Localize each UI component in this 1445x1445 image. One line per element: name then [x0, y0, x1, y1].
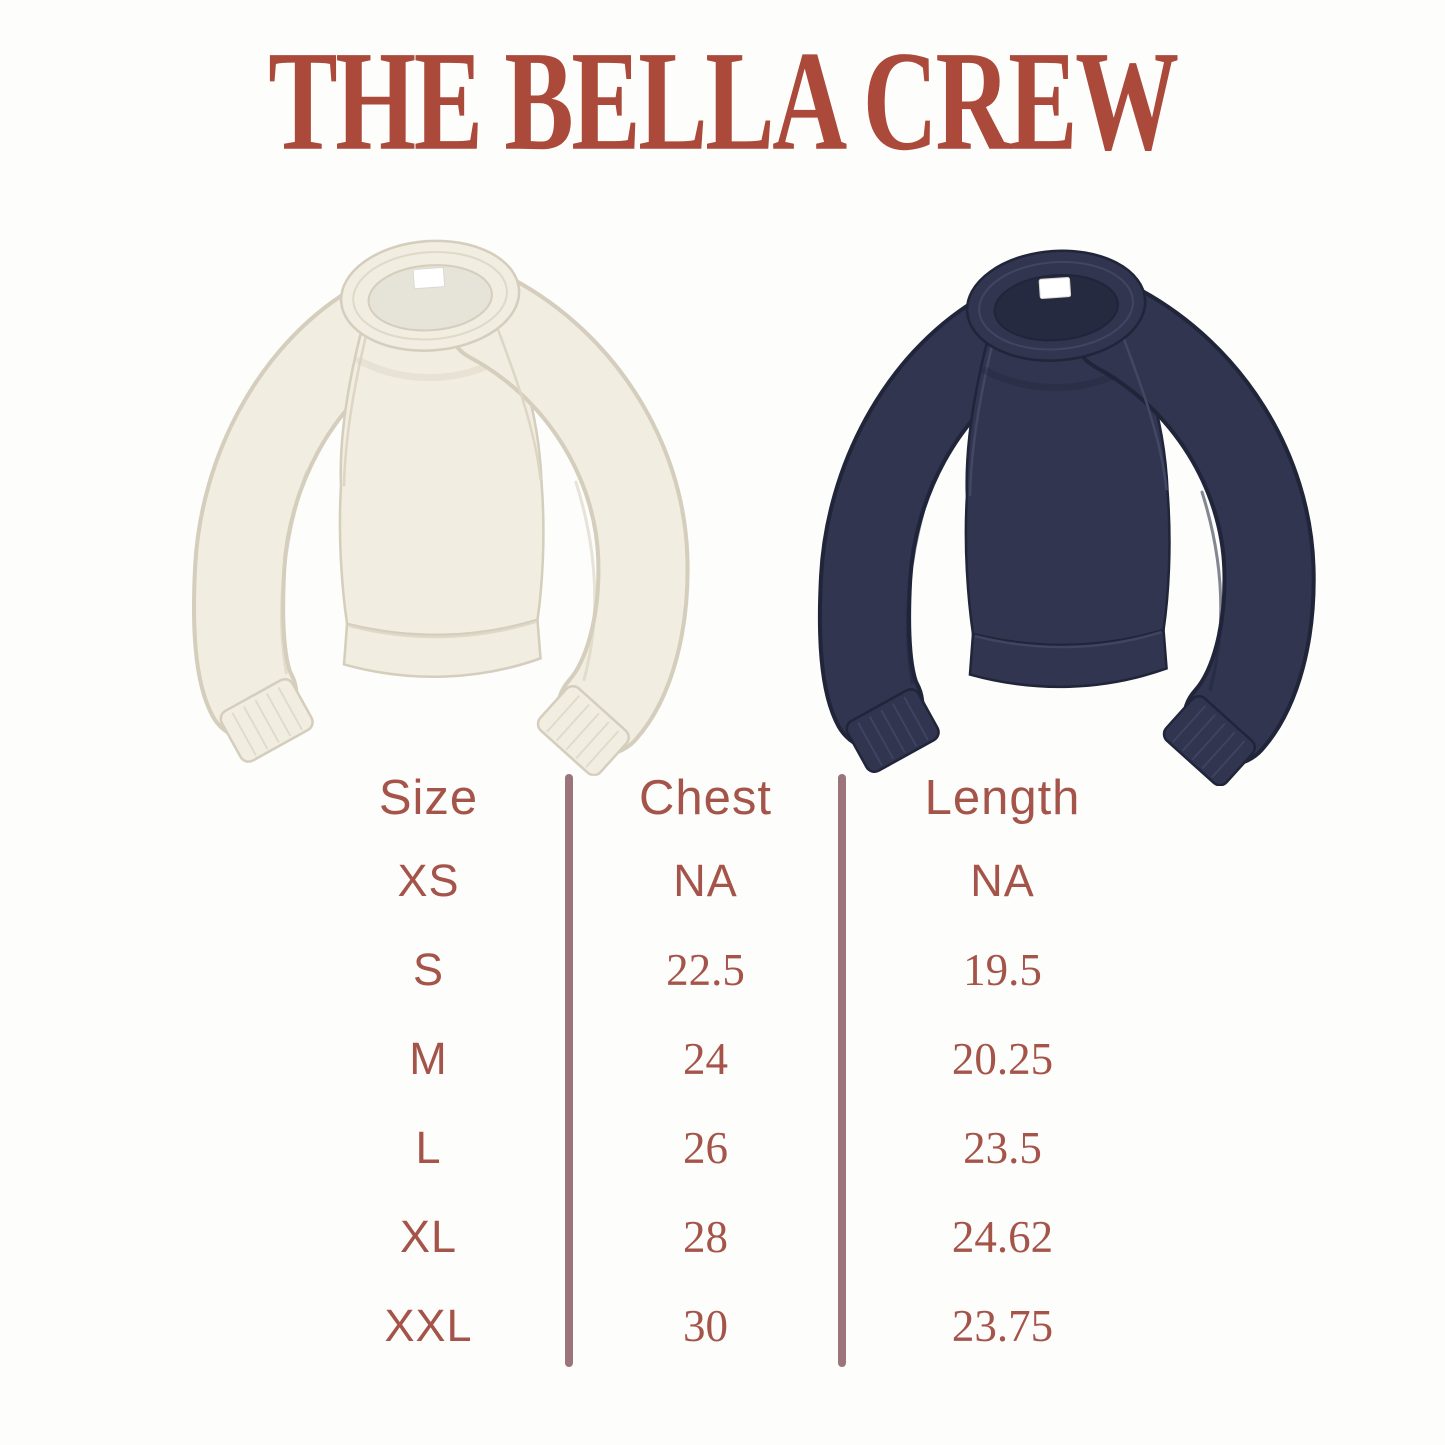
- measurement-value: 20.25: [951, 1033, 1054, 1084]
- navy-sweatshirt: [732, 178, 1364, 786]
- measurement-value: NA: [673, 854, 738, 906]
- column-header-chest: Chest: [638, 771, 772, 825]
- measurement-value: NA: [970, 854, 1035, 906]
- measurement-value: 24.62: [951, 1211, 1054, 1262]
- page-title: THE BELLA CREW: [268, 22, 1179, 181]
- cream-sweatshirt-image: [108, 168, 736, 776]
- measurement-value: 19.5: [963, 944, 1042, 995]
- size-chart-grid: Size Chest Length XS NA NA S 22.5 19.5 M 24 20.2…: [288, 760, 1163, 1370]
- column-header-size: Size: [378, 771, 479, 825]
- measurement-value: 24: [683, 1033, 728, 1084]
- cream-sweatshirt: [108, 168, 736, 776]
- measurement-value: 23.75: [951, 1300, 1054, 1351]
- column-header-length: Length: [924, 771, 1081, 825]
- column-divider-1: [565, 774, 573, 1367]
- column-divider-2: [838, 774, 846, 1367]
- measurement-value: 28: [683, 1211, 728, 1262]
- measurement-value: 22.5: [666, 944, 745, 995]
- size-label: L: [415, 1121, 442, 1173]
- measurement-value: 26: [683, 1122, 728, 1173]
- size-label: XXL: [384, 1299, 473, 1351]
- size-label: M: [409, 1032, 448, 1084]
- size-label: XL: [399, 1210, 458, 1262]
- size-chart-table: Size Chest Length XS NA NA S 22.5 19.5 M 24 20.2…: [288, 760, 1163, 1380]
- measurement-value: 30: [683, 1300, 728, 1351]
- size-label: S: [412, 943, 444, 995]
- size-label: XS: [397, 854, 460, 906]
- navy-sweatshirt-image: [732, 178, 1364, 786]
- measurement-value: 23.5: [963, 1122, 1042, 1173]
